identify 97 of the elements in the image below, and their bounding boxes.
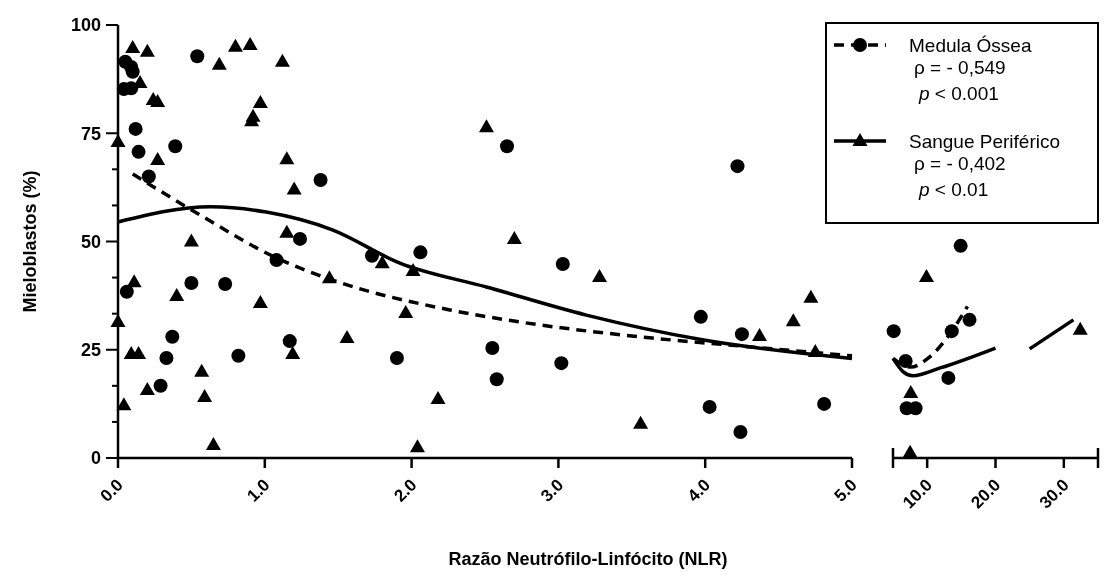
point xyxy=(242,36,258,50)
point xyxy=(374,255,390,269)
point xyxy=(944,324,959,339)
point xyxy=(183,233,199,247)
point xyxy=(478,119,494,133)
y-tick-label: 75 xyxy=(80,123,101,144)
x-tick-label: 2.0 xyxy=(390,475,421,506)
point xyxy=(184,276,199,291)
point xyxy=(633,415,649,429)
point xyxy=(321,270,337,284)
point xyxy=(128,121,143,136)
point xyxy=(139,43,155,57)
x-tick-label: 0.0 xyxy=(96,475,127,506)
point xyxy=(752,327,768,341)
point xyxy=(485,341,500,356)
point xyxy=(730,159,745,174)
point xyxy=(898,354,913,369)
point xyxy=(150,152,166,166)
point xyxy=(285,346,301,360)
annotation: ρ = - 0,402 xyxy=(914,152,1006,174)
point xyxy=(116,397,132,411)
point xyxy=(110,314,126,328)
point xyxy=(279,224,295,238)
point xyxy=(150,94,166,108)
point xyxy=(159,350,174,365)
point xyxy=(807,343,823,357)
point xyxy=(554,356,569,371)
point xyxy=(803,289,819,303)
point xyxy=(165,329,180,344)
point xyxy=(141,169,156,184)
point xyxy=(286,181,302,195)
point xyxy=(405,262,421,276)
annotation: p < 0.01 xyxy=(918,178,989,200)
point xyxy=(500,139,515,154)
point xyxy=(785,313,801,327)
point xyxy=(817,396,832,411)
point xyxy=(430,391,446,405)
legend-label: Sangue Periférico xyxy=(909,130,1061,152)
point xyxy=(398,304,414,318)
point xyxy=(231,348,246,363)
x-tick-label: 3.0 xyxy=(537,475,568,506)
annotation: p < 0.001 xyxy=(918,82,999,104)
point xyxy=(903,385,919,399)
point xyxy=(252,294,268,308)
point xyxy=(941,370,956,385)
point xyxy=(364,248,379,263)
point xyxy=(389,350,404,365)
x-axis-title: Razão Neutrófilo-Linfócito (NLR) xyxy=(448,549,728,569)
point xyxy=(194,363,210,377)
point xyxy=(506,230,522,244)
point xyxy=(197,388,213,402)
point xyxy=(252,94,268,108)
point xyxy=(409,439,425,453)
y-axis-title: Mieloblastos (%) xyxy=(20,170,40,313)
point xyxy=(555,257,570,272)
point xyxy=(168,139,183,154)
point xyxy=(886,324,901,339)
y-tick-label: 100 xyxy=(70,15,101,36)
point xyxy=(279,151,295,165)
point xyxy=(119,284,134,299)
point xyxy=(693,309,708,324)
point xyxy=(702,399,717,414)
point xyxy=(131,144,146,159)
point xyxy=(139,382,155,396)
x-tick-label: 1.0 xyxy=(243,475,274,506)
point xyxy=(293,231,308,246)
point xyxy=(274,53,290,67)
point xyxy=(339,330,355,344)
point xyxy=(918,269,934,283)
point xyxy=(205,437,221,451)
y-tick-label: 0 xyxy=(90,448,101,469)
point xyxy=(211,56,227,70)
point xyxy=(413,245,428,260)
point xyxy=(489,372,504,387)
point xyxy=(733,425,748,440)
point xyxy=(313,173,328,188)
point xyxy=(169,288,185,302)
point xyxy=(125,39,141,53)
point xyxy=(227,38,243,52)
x-tick-label: 4.0 xyxy=(683,475,715,506)
y-tick-label: 25 xyxy=(80,340,101,361)
point xyxy=(269,253,284,268)
point xyxy=(953,238,968,253)
point xyxy=(962,312,977,327)
point xyxy=(734,327,749,342)
y-tick-label: 50 xyxy=(80,231,101,252)
point xyxy=(282,334,297,349)
point xyxy=(190,49,205,64)
point xyxy=(126,274,142,288)
x-tick-label: 5.0 xyxy=(830,475,861,506)
annotation: ρ = - 0,549 xyxy=(914,56,1006,78)
point xyxy=(902,444,918,458)
point xyxy=(218,276,233,291)
point xyxy=(592,269,607,283)
point xyxy=(153,378,168,393)
legend-label: Medula Óssea xyxy=(909,34,1032,56)
point xyxy=(1072,321,1088,335)
